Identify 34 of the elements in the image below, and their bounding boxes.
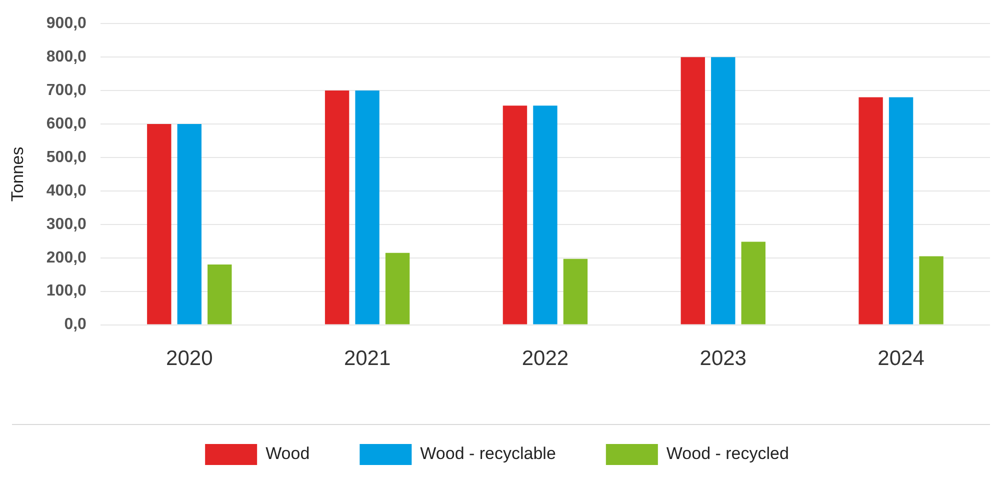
bar: [355, 90, 380, 324]
x-tick-label: 2023: [700, 347, 746, 370]
bar: [533, 106, 558, 324]
x-tick-label: 2022: [522, 347, 569, 370]
y-tick-label: 400,0: [46, 182, 87, 200]
bar: [680, 57, 705, 324]
y-tick-label: 900,0: [46, 15, 87, 32]
y-tick-label: 800,0: [46, 48, 87, 66]
y-tick-label: 700,0: [46, 82, 87, 99]
bar: [177, 124, 202, 324]
bar: [563, 258, 588, 324]
bar: [324, 90, 350, 324]
y-tick-label: 300,0: [46, 216, 87, 233]
bar: [741, 242, 766, 324]
legend-label: Wood - recyclable: [420, 444, 556, 464]
x-tick-label: 2021: [344, 347, 391, 370]
y-tick-label: 0,0: [64, 316, 87, 334]
y-tick-label: 100,0: [46, 282, 87, 300]
bar: [919, 256, 944, 324]
bar: [208, 264, 232, 324]
legend-label: Wood: [266, 444, 310, 464]
y-tick-label: 200,0: [46, 249, 87, 266]
bar: [147, 124, 172, 324]
bar: [711, 57, 736, 324]
bar: [858, 97, 883, 324]
y-tick-label: 600,0: [46, 115, 87, 132]
x-tick-label: 2020: [166, 347, 213, 370]
bar: [888, 97, 914, 324]
y-tick-label: 500,0: [46, 148, 87, 166]
x-tick-label: 2024: [878, 347, 925, 370]
y-axis-title: Tonnes: [8, 146, 27, 202]
bar: [502, 106, 528, 324]
legend-label: Wood - recycled: [666, 444, 789, 464]
bar: [385, 252, 410, 324]
